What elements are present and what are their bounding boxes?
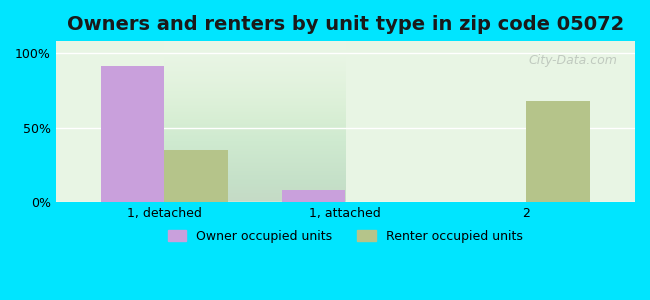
Text: City-Data.com: City-Data.com: [528, 54, 618, 67]
Legend: Owner occupied units, Renter occupied units: Owner occupied units, Renter occupied un…: [162, 225, 528, 248]
Bar: [282, 190, 345, 202]
Bar: [526, 101, 590, 202]
Bar: [164, 150, 227, 202]
Title: Owners and renters by unit type in zip code 05072: Owners and renters by unit type in zip c…: [67, 15, 624, 34]
Bar: [101, 67, 164, 202]
